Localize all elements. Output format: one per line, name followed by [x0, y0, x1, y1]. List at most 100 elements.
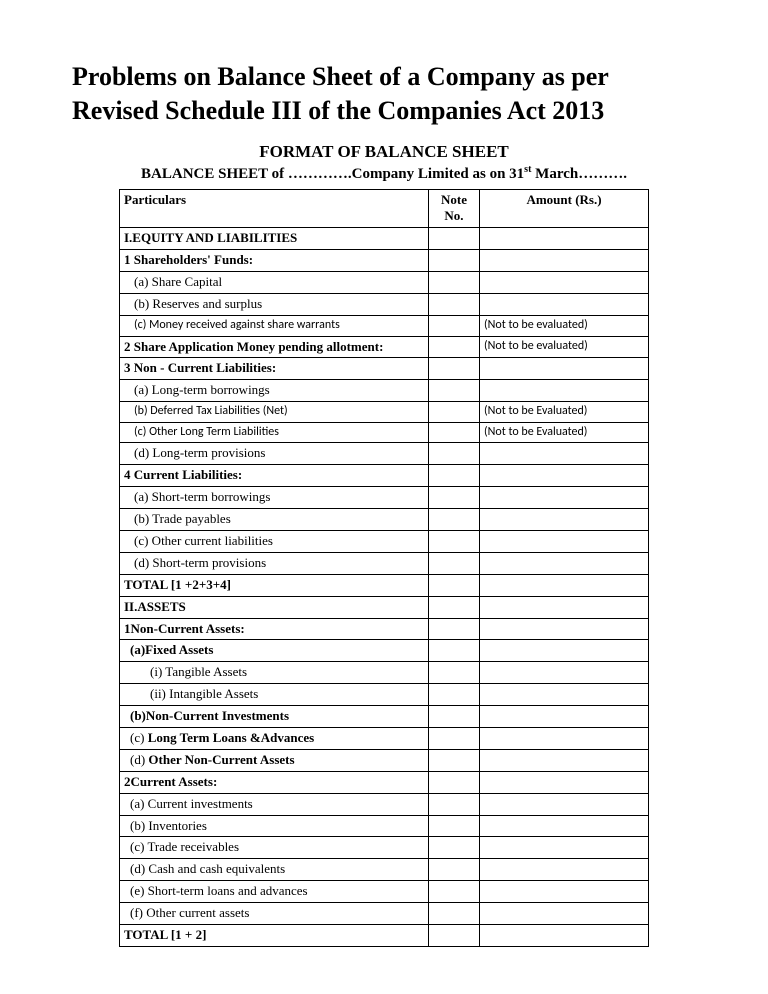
table-row: (c) Money received against share warrant… [120, 315, 649, 336]
page-title: Problems on Balance Sheet of a Company a… [72, 60, 696, 128]
cell-amount [480, 837, 649, 859]
cell-particulars: (f) Other current assets [120, 903, 429, 925]
cell-particulars: (c) Long Term Loans &Advances [120, 727, 429, 749]
cell-amount [480, 380, 649, 402]
cell-note [429, 706, 480, 728]
table-row: (i) Tangible Assets [120, 662, 649, 684]
cell-particulars: 4 Current Liabilities: [120, 465, 429, 487]
table-row: 1Non-Current Assets: [120, 618, 649, 640]
cell-amount [480, 509, 649, 531]
cell-amount: (Not to be evaluated) [480, 336, 649, 358]
cell-amount [480, 272, 649, 294]
table-row: (d) Other Non-Current Assets [120, 749, 649, 771]
table-row: (c) Trade receivables [120, 837, 649, 859]
balance-sheet-header: BALANCE SHEET of ………….Company Limited as… [72, 164, 696, 183]
table-row: (a) Long-term borrowings [120, 380, 649, 402]
cell-amount [480, 684, 649, 706]
cell-note [429, 596, 480, 618]
cell-particulars: (b) Trade payables [120, 509, 429, 531]
table-row: (b) Deferred Tax Liabilities (Net) (Not t… [120, 402, 649, 423]
cell-particulars: 3 Non - Current Liabilities: [120, 358, 429, 380]
cell-note [429, 684, 480, 706]
cell-note [429, 837, 480, 859]
cell-amount [480, 574, 649, 596]
cell-particulars: (a) Share Capital [120, 272, 429, 294]
cell-particulars: (d) Short-term provisions [120, 552, 429, 574]
cell-note [429, 815, 480, 837]
cell-note [429, 250, 480, 272]
cell-particulars: 2Current Assets: [120, 771, 429, 793]
cell-note [429, 903, 480, 925]
cell-particulars: (c) Other Long Term Liabilities [120, 422, 429, 443]
cell-particulars: II.ASSETS [120, 596, 429, 618]
cell-note [429, 640, 480, 662]
cell-note [429, 272, 480, 294]
header-particulars: Particulars [120, 189, 429, 228]
cell-amount [480, 530, 649, 552]
cell-particulars: 1 Shareholders' Funds: [120, 250, 429, 272]
table-row: 2Current Assets: [120, 771, 649, 793]
table-row: 4 Current Liabilities: [120, 465, 649, 487]
cell-amount [480, 465, 649, 487]
table-row: (b)Non-Current Investments [120, 706, 649, 728]
cell-amount: (Not to be Evaluated) [480, 402, 649, 423]
balance-sheet-table: Particulars Note No. Amount (Rs.) I.EQUI… [119, 189, 649, 947]
cell-particulars: (a) Short-term borrowings [120, 487, 429, 509]
table-row: (c) Other Long Term Liabilities (Not to b… [120, 422, 649, 443]
cell-note [429, 422, 480, 443]
cell-particulars: (b) Deferred Tax Liabilities (Net) [120, 402, 429, 423]
table-row: (b) Trade payables [120, 509, 649, 531]
cell-note [429, 859, 480, 881]
cell-particulars: I.EQUITY AND LIABILITIES [120, 228, 429, 250]
table-row: I.EQUITY AND LIABILITIES [120, 228, 649, 250]
table-row: 2 Share Application Money pending allotm… [120, 336, 649, 358]
cell-note [429, 662, 480, 684]
cell-amount: (Not to be Evaluated) [480, 422, 649, 443]
cell-particulars: (b) Reserves and surplus [120, 294, 429, 316]
cell-note [429, 336, 480, 358]
cell-amount [480, 793, 649, 815]
cell-particulars: 1Non-Current Assets: [120, 618, 429, 640]
cell-note [429, 465, 480, 487]
cell-amount: (Not to be evaluated) [480, 315, 649, 336]
cell-particulars: TOTAL [1 +2+3+4] [120, 574, 429, 596]
cell-particulars: (ii) Intangible Assets [120, 684, 429, 706]
header-amount: Amount (Rs.) [480, 189, 649, 228]
cell-amount [480, 618, 649, 640]
table-row: 3 Non - Current Liabilities: [120, 358, 649, 380]
table-row: (c) Other current liabilities [120, 530, 649, 552]
cell-amount [480, 749, 649, 771]
subheader-prefix: BALANCE SHEET of ………….Company Limited as… [141, 166, 524, 182]
cell-particulars: (a) Long-term borrowings [120, 380, 429, 402]
cell-particulars: (c) Other current liabilities [120, 530, 429, 552]
cell-particulars: (d) Cash and cash equivalents [120, 859, 429, 881]
cell-note [429, 771, 480, 793]
cell-amount [480, 662, 649, 684]
cell-particulars: 2 Share Application Money pending allotm… [120, 336, 429, 358]
cell-particulars: (i) Tangible Assets [120, 662, 429, 684]
subheader-suffix: March………. [531, 166, 627, 182]
cell-amount [480, 815, 649, 837]
cell-amount [480, 706, 649, 728]
cell-note [429, 727, 480, 749]
cell-amount [480, 596, 649, 618]
cell-amount [480, 859, 649, 881]
cell-note [429, 443, 480, 465]
table-row: (d) Short-term provisions [120, 552, 649, 574]
table-row: (e) Short-term loans and advances [120, 881, 649, 903]
cell-amount [480, 487, 649, 509]
cell-amount [480, 881, 649, 903]
cell-note [429, 924, 480, 946]
cell-note [429, 881, 480, 903]
table-header-row: Particulars Note No. Amount (Rs.) [120, 189, 649, 228]
cell-particulars: (a)Fixed Assets [120, 640, 429, 662]
cell-particulars: (e) Short-term loans and advances [120, 881, 429, 903]
cell-note [429, 294, 480, 316]
table-row: II.ASSETS [120, 596, 649, 618]
cell-note [429, 380, 480, 402]
cell-particulars: (b) Inventories [120, 815, 429, 837]
table-row: (b) Inventories [120, 815, 649, 837]
table-row: (f) Other current assets [120, 903, 649, 925]
table-row: TOTAL [1 +2+3+4] [120, 574, 649, 596]
table-row: (ii) Intangible Assets [120, 684, 649, 706]
